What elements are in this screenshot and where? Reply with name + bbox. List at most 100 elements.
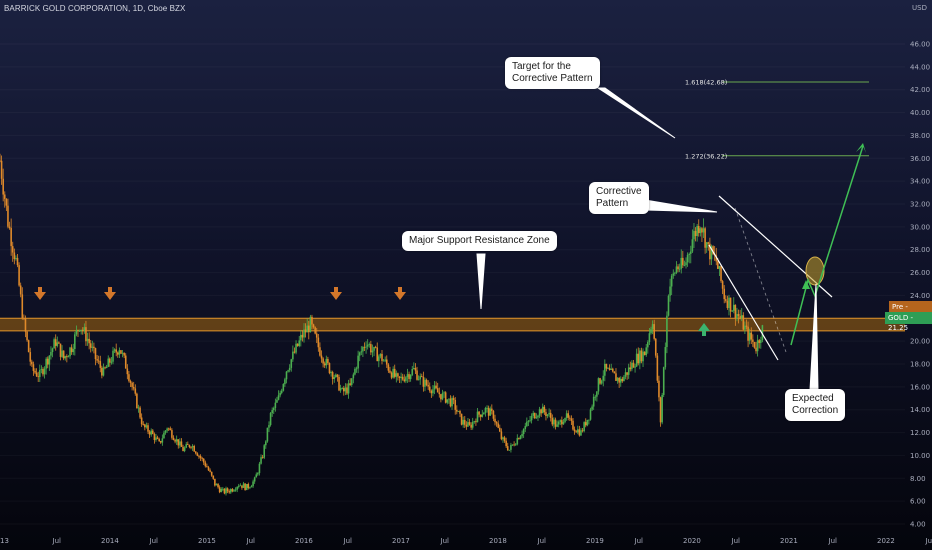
candle-body [406,374,409,378]
price-tick-label: 30.00 [910,223,930,231]
candle-body [335,374,337,378]
candle-body [637,353,640,364]
candle-body [253,477,256,482]
candle-body [562,421,565,425]
candle-body [94,348,97,360]
candle-body [433,385,436,390]
candle-body [669,286,671,296]
candle-body [271,410,273,414]
candle-body [214,478,216,486]
candle-body [535,417,538,419]
candle-body [115,349,117,353]
candle-body [15,257,17,260]
candle-body [745,325,748,327]
candle-body [21,294,24,318]
price-tick-label: 10.00 [910,452,930,460]
candle-body [505,440,507,447]
candle-body [559,420,562,422]
candle-body [409,374,412,379]
candle-body [268,425,270,428]
price-tick-label: 14.00 [910,406,930,414]
candle-body [163,432,165,439]
candle-body [233,490,235,492]
candle-body [449,398,452,407]
candle-body [54,339,57,346]
candle-body [605,363,608,369]
candle-body [188,444,191,448]
candle-body [86,338,89,342]
candle-body [607,368,609,370]
candle-body [498,427,501,432]
candle-body [675,266,678,273]
green-up-arrow-icon [698,323,710,336]
candle-body [247,484,250,488]
orange-down-arrow-icon [394,287,406,300]
candle-body [734,304,737,319]
candle-body [241,485,243,488]
candle-body [462,419,464,425]
candle-body [538,409,541,416]
candle-body [10,227,12,247]
candle-body [570,418,573,421]
candle-body [608,368,611,370]
candle-body [381,353,383,361]
candle-body [479,414,482,417]
candle-body [697,225,700,234]
candle-body [476,411,479,423]
candle-body [532,412,535,416]
price-tick-label: 16.00 [910,383,930,391]
time-tick-label: Jul [731,537,741,545]
candle-body [549,412,552,418]
candle-body [0,160,3,179]
support-zone-band [0,318,905,331]
candle-body [88,338,90,344]
candle-body [343,388,345,392]
candle-body [726,300,729,308]
candle-body [199,456,202,458]
candle-body [58,342,60,344]
support-zone-callout-pointer [476,253,486,310]
candle-body [481,414,484,417]
candle-body [677,266,679,270]
expected-callout-pointer [809,283,819,391]
candle-body [314,327,316,334]
candle-body [38,369,41,377]
candle-body [309,316,312,333]
time-tick-label: Jul [634,537,644,545]
candle-body [696,225,698,237]
candle-body [132,386,135,389]
candle-body [385,359,388,365]
target-callout: Target for the Corrective Pattern [505,57,600,89]
candle-body [659,397,662,423]
candle-body [112,350,114,362]
candle-body [69,347,71,357]
time-tick-label: 2017 [392,537,410,545]
candle-body [242,483,245,488]
candle-body [463,419,466,425]
candle-body [352,374,355,379]
candle-body [46,358,49,365]
candle-body [99,361,102,368]
candle-body [667,295,670,316]
candle-body [645,347,648,356]
candle-body [597,378,600,392]
candle-body [31,361,33,365]
time-tick-label: 2020 [683,537,701,545]
candle-body [18,265,20,286]
candle-body [311,316,313,325]
candle-body [699,228,702,234]
candle-body [156,437,159,439]
candle-body [629,367,632,370]
support-zone-callout-text: Major Support Resistance Zone [409,235,550,246]
candle-body [500,431,503,440]
candle-body [489,408,492,416]
candle-body [756,340,759,352]
candle-body [282,384,285,391]
candle-body [478,411,480,415]
candle-body [136,393,138,409]
candle-body [244,483,246,491]
candle-body [752,339,754,342]
candle-body [96,359,98,361]
candle-body [443,392,445,394]
